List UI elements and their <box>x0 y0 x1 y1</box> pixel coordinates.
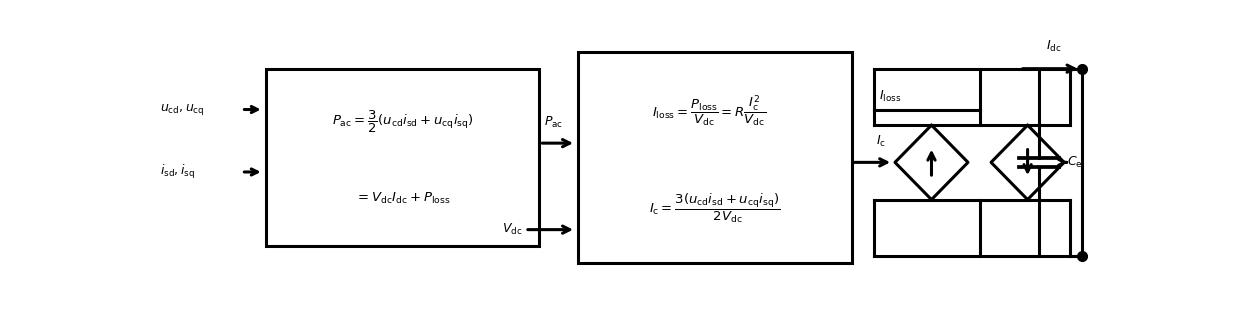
Text: $P_{\mathrm{ac}}$: $P_{\mathrm{ac}}$ <box>544 115 563 130</box>
Text: $I_{\mathrm{loss}}=\dfrac{P_{\mathrm{loss}}}{V_{\mathrm{dc}}}=R\dfrac{I_{\mathrm: $I_{\mathrm{loss}}=\dfrac{P_{\mathrm{los… <box>652 93 766 129</box>
Bar <box>265 69 539 246</box>
Text: $I_{\mathrm{loss}}$: $I_{\mathrm{loss}}$ <box>879 88 901 104</box>
Text: $=V_{\mathrm{dc}}I_{\mathrm{dc}}+P_{\mathrm{loss}}$: $=V_{\mathrm{dc}}I_{\mathrm{dc}}+P_{\mat… <box>355 191 450 206</box>
Text: $I_{\mathrm{c}}$: $I_{\mathrm{c}}$ <box>875 134 885 149</box>
Text: $i_{\mathrm{sd}},i_{\mathrm{sq}}$: $i_{\mathrm{sd}},i_{\mathrm{sq}}$ <box>160 163 195 181</box>
Text: $P_{\mathrm{ac}}=\dfrac{3}{2}(u_{\mathrm{cd}}i_{\mathrm{sd}}+u_{\mathrm{cq}}i_{\: $P_{\mathrm{ac}}=\dfrac{3}{2}(u_{\mathrm… <box>331 109 474 135</box>
Text: $I_{\mathrm{c}}=\dfrac{3(u_{\mathrm{cd}}i_{\mathrm{sd}}+u_{\mathrm{cq}}i_{\mathr: $I_{\mathrm{c}}=\dfrac{3(u_{\mathrm{cd}}… <box>649 192 781 225</box>
Text: $I_{\mathrm{dc}}$: $I_{\mathrm{dc}}$ <box>1045 39 1061 54</box>
Text: $u_{\mathrm{cd}},u_{\mathrm{cq}}$: $u_{\mathrm{cd}},u_{\mathrm{cq}}$ <box>160 102 205 117</box>
Text: $C_{\mathrm{e}}$: $C_{\mathrm{e}}$ <box>1066 155 1083 170</box>
Text: $V_{\mathrm{dc}}$: $V_{\mathrm{dc}}$ <box>502 222 522 237</box>
Bar <box>578 52 852 263</box>
